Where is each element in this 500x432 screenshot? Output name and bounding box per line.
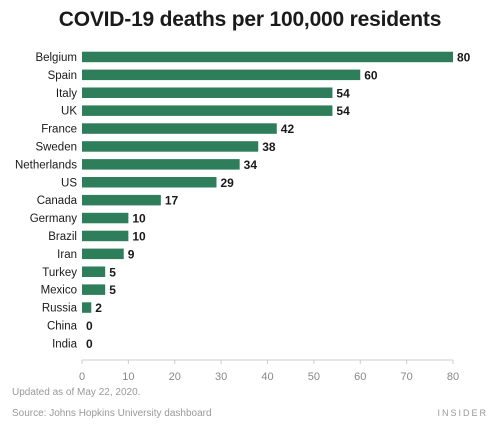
bar: [82, 69, 361, 81]
value-label: 9: [128, 247, 135, 261]
bar: [82, 159, 240, 170]
category-label: Brazil: [48, 231, 77, 243]
bar: [82, 212, 129, 224]
value-label: 38: [262, 140, 276, 154]
category-label: India: [52, 338, 78, 350]
category-label: US: [61, 177, 77, 189]
category-label: Russia: [42, 303, 78, 315]
category-label: Germany: [30, 213, 78, 225]
value-label: 5: [109, 265, 116, 279]
x-tick-label: 60: [354, 371, 366, 383]
x-tick-label: 70: [401, 371, 413, 383]
category-label: France: [41, 124, 77, 136]
value-label: 17: [165, 194, 179, 208]
value-label: 5: [109, 283, 116, 297]
value-label: 54: [336, 86, 350, 100]
x-tick-label: 20: [169, 371, 181, 383]
value-label: 0: [86, 337, 93, 351]
x-tick-label: 10: [122, 371, 134, 383]
category-label: Canada: [37, 195, 78, 207]
value-label: 29: [220, 176, 234, 190]
value-label: 80: [457, 50, 471, 64]
value-label: 34: [244, 158, 258, 172]
category-label: Italy: [56, 88, 77, 100]
category-label: China: [47, 320, 78, 332]
value-label: 42: [281, 122, 295, 136]
bar: [82, 177, 217, 188]
x-tick-label: 30: [215, 371, 227, 383]
category-label: Mexico: [41, 285, 77, 297]
category-label: Spain: [48, 70, 77, 82]
x-tick-label: 50: [308, 371, 320, 383]
value-label: 10: [132, 229, 146, 243]
chart-title: COVID-19 deaths per 100,000 residents: [58, 8, 442, 31]
source-note: Source: Johns Hopkins University dashboa…: [12, 408, 212, 419]
bar: [82, 284, 106, 295]
bar: [82, 51, 453, 63]
x-tick-label: 80: [447, 371, 459, 383]
brand-logo-text: INSIDER: [437, 408, 488, 418]
bar: [82, 266, 106, 277]
category-label: Belgium: [35, 52, 77, 64]
bar: [82, 123, 277, 134]
category-label: UK: [61, 106, 77, 118]
x-tick-label: 0: [79, 371, 85, 383]
x-tick-label: 40: [261, 371, 273, 383]
bar: [82, 87, 333, 98]
updated-note: Updated as of May 22, 2020.: [12, 387, 141, 398]
category-label: Iran: [57, 249, 77, 261]
bar: [82, 230, 129, 242]
value-label: 10: [132, 212, 146, 226]
bar: [82, 248, 124, 260]
value-label: 2: [95, 301, 102, 315]
value-label: 54: [336, 104, 350, 118]
bar: [82, 302, 92, 313]
bar: [82, 194, 161, 206]
category-label: Sweden: [35, 141, 77, 153]
bar: [82, 105, 333, 116]
value-label: 0: [86, 319, 93, 333]
category-label: Netherlands: [15, 159, 77, 171]
value-label: 60: [364, 68, 378, 82]
bar: [82, 141, 259, 152]
category-label: Turkey: [42, 267, 77, 279]
